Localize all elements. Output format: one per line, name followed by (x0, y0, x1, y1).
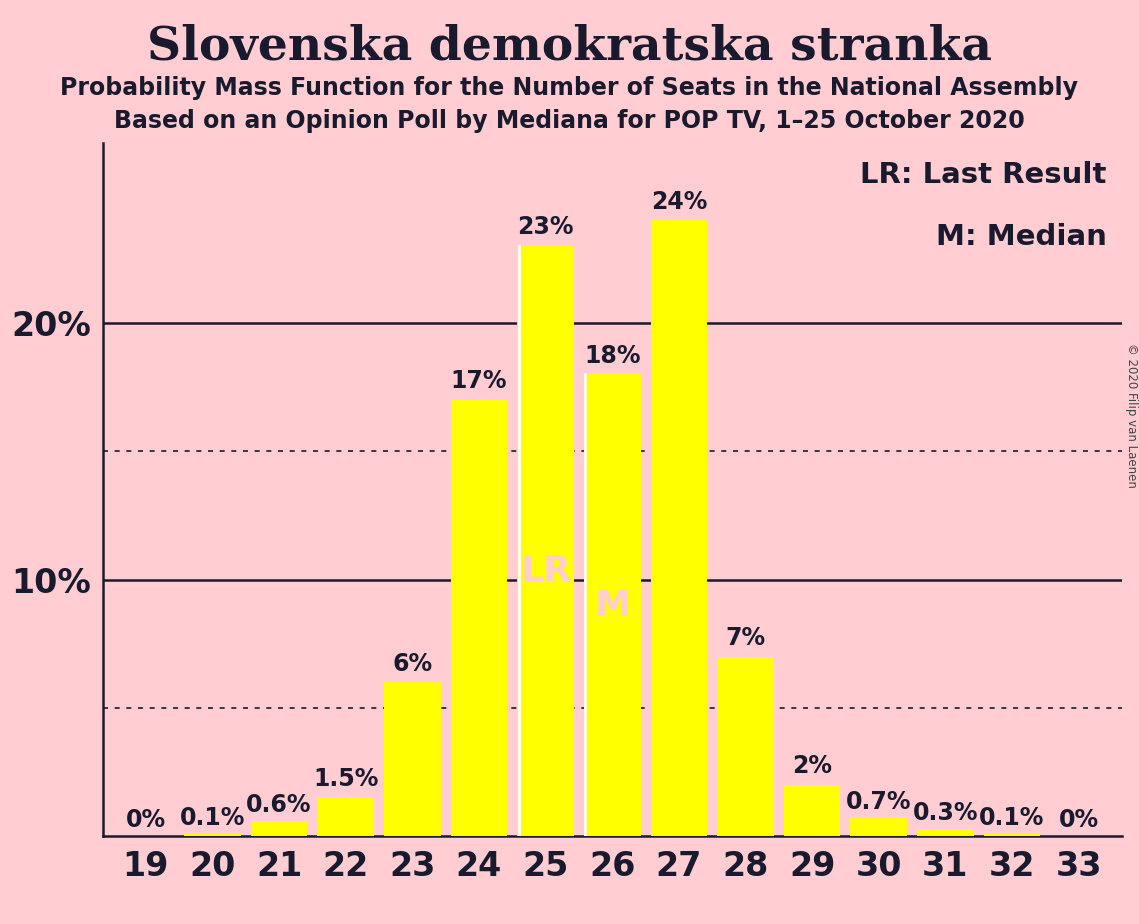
Bar (650, 220, 707, 836)
Bar (784, 784, 841, 836)
Text: M: Median: M: Median (936, 223, 1107, 251)
Text: 0%: 0% (125, 808, 166, 833)
Bar (318, 797, 374, 836)
Bar (917, 829, 974, 836)
Text: 7%: 7% (726, 626, 765, 650)
Text: © 2020 Filip van Laenen: © 2020 Filip van Laenen (1124, 344, 1138, 488)
Text: Based on an Opinion Poll by Mediana for POP TV, 1–25 October 2020: Based on an Opinion Poll by Mediana for … (114, 109, 1025, 133)
Text: 23%: 23% (517, 215, 574, 239)
Text: LR: LR (521, 553, 571, 588)
Text: 0%: 0% (1058, 808, 1099, 833)
Bar (718, 657, 773, 836)
Text: Probability Mass Function for the Number of Seats in the National Assembly: Probability Mass Function for the Number… (60, 76, 1079, 100)
Text: Slovenska demokratska stranka: Slovenska demokratska stranka (147, 23, 992, 69)
Text: 0.1%: 0.1% (180, 806, 245, 830)
Text: 18%: 18% (584, 344, 640, 368)
Bar (384, 682, 441, 836)
Text: 6%: 6% (392, 651, 433, 675)
Bar (984, 833, 1040, 836)
Text: M: M (595, 589, 630, 622)
Text: 0.6%: 0.6% (246, 793, 312, 817)
Text: 2%: 2% (792, 755, 833, 778)
Bar (251, 821, 308, 836)
Text: 0.3%: 0.3% (912, 801, 978, 825)
Text: 24%: 24% (650, 189, 707, 213)
Bar (451, 400, 507, 836)
Text: 17%: 17% (451, 370, 507, 394)
Text: 0.7%: 0.7% (846, 790, 911, 814)
Bar (584, 374, 640, 836)
Text: LR: Last Result: LR: Last Result (860, 161, 1107, 188)
Text: 1.5%: 1.5% (313, 767, 378, 791)
Bar (851, 819, 907, 836)
Bar (185, 833, 240, 836)
Text: 0.1%: 0.1% (980, 806, 1044, 830)
Bar (517, 246, 574, 836)
